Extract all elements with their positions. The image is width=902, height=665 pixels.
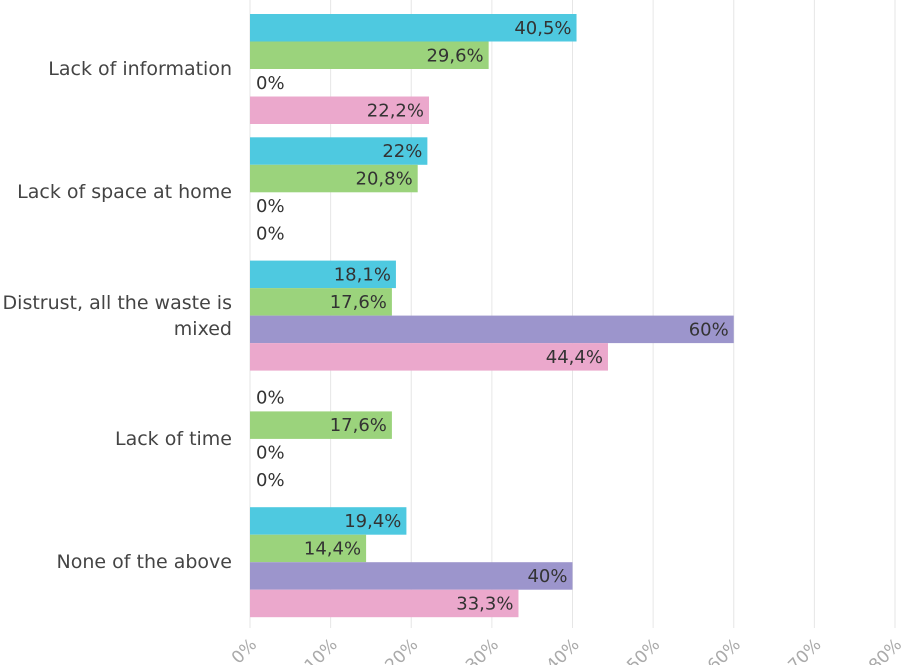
category-label: None of the above <box>56 551 232 574</box>
value-label: 18,1% <box>334 264 391 285</box>
category-label: Lack of space at home <box>17 181 232 204</box>
value-label: 40,5% <box>514 18 571 39</box>
x-tick-label: 70% <box>785 635 826 665</box>
x-tick-label: 40% <box>543 635 584 665</box>
x-tick-label: 50% <box>623 635 664 665</box>
value-label: 0% <box>256 196 285 217</box>
category-label: Distrust, all the waste is mixed <box>2 291 232 340</box>
category-label: Lack of time <box>115 427 232 450</box>
value-label: 0% <box>256 73 285 94</box>
x-tick-label: 0% <box>228 635 261 665</box>
bar <box>250 343 608 371</box>
value-label: 29,6% <box>426 45 483 66</box>
x-tick-label: 30% <box>462 635 503 665</box>
bar <box>250 260 396 289</box>
value-label: 0% <box>256 224 285 245</box>
value-label: 44,4% <box>546 347 603 368</box>
value-label: 0% <box>256 443 285 464</box>
bar <box>250 164 418 193</box>
value-label: 33,3% <box>456 593 513 614</box>
bar <box>250 137 428 165</box>
bar <box>250 589 519 618</box>
value-label: 19,4% <box>344 511 401 532</box>
bar <box>250 14 577 42</box>
x-tick-label: 20% <box>381 635 422 665</box>
bar <box>250 315 734 344</box>
x-tick-label: 80% <box>865 635 902 665</box>
value-label: 0% <box>256 470 285 491</box>
value-label: 14,4% <box>304 538 361 559</box>
value-label: 17,6% <box>330 415 387 436</box>
bar <box>250 41 489 69</box>
value-label: 22% <box>382 141 422 162</box>
bar <box>250 562 573 590</box>
bar <box>250 534 367 563</box>
x-tick-label: 60% <box>704 635 745 665</box>
value-label: 0% <box>256 388 285 409</box>
category-label: Lack of information <box>48 58 232 80</box>
value-label: 20,8% <box>356 169 413 190</box>
bar <box>250 288 392 316</box>
x-tick-label: 10% <box>301 635 342 665</box>
bar <box>250 411 392 439</box>
value-label: 60% <box>689 319 729 340</box>
value-label: 22,2% <box>367 100 424 121</box>
value-label: 40% <box>527 566 567 587</box>
bar <box>250 96 429 124</box>
value-label: 17,6% <box>330 292 387 313</box>
bar <box>250 507 407 535</box>
